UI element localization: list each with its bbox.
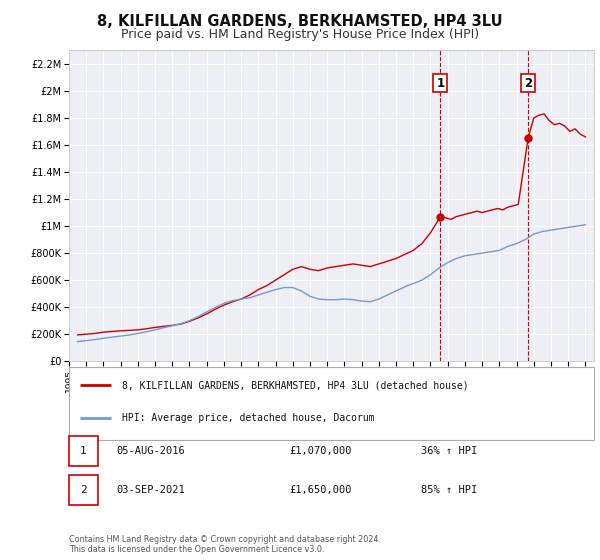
FancyBboxPatch shape: [69, 436, 98, 466]
Text: 03-SEP-2021: 03-SEP-2021: [116, 485, 185, 495]
Text: 8, KILFILLAN GARDENS, BERKHAMSTED, HP4 3LU: 8, KILFILLAN GARDENS, BERKHAMSTED, HP4 3…: [97, 14, 503, 29]
Text: HPI: Average price, detached house, Dacorum: HPI: Average price, detached house, Daco…: [121, 413, 374, 423]
Text: Price paid vs. HM Land Registry's House Price Index (HPI): Price paid vs. HM Land Registry's House …: [121, 28, 479, 41]
FancyBboxPatch shape: [69, 475, 98, 505]
Text: 1: 1: [80, 446, 86, 456]
Text: 05-AUG-2016: 05-AUG-2016: [116, 446, 185, 456]
Text: 85% ↑ HPI: 85% ↑ HPI: [421, 485, 477, 495]
Text: 8, KILFILLAN GARDENS, BERKHAMSTED, HP4 3LU (detached house): 8, KILFILLAN GARDENS, BERKHAMSTED, HP4 3…: [121, 380, 468, 390]
Text: 1: 1: [436, 77, 445, 90]
Text: 36% ↑ HPI: 36% ↑ HPI: [421, 446, 477, 456]
Text: £1,070,000: £1,070,000: [290, 446, 352, 456]
Text: 2: 2: [80, 485, 86, 495]
Text: £1,650,000: £1,650,000: [290, 485, 352, 495]
FancyBboxPatch shape: [69, 367, 594, 440]
Text: Contains HM Land Registry data © Crown copyright and database right 2024.
This d: Contains HM Land Registry data © Crown c…: [69, 535, 381, 554]
Text: 2: 2: [524, 77, 532, 90]
